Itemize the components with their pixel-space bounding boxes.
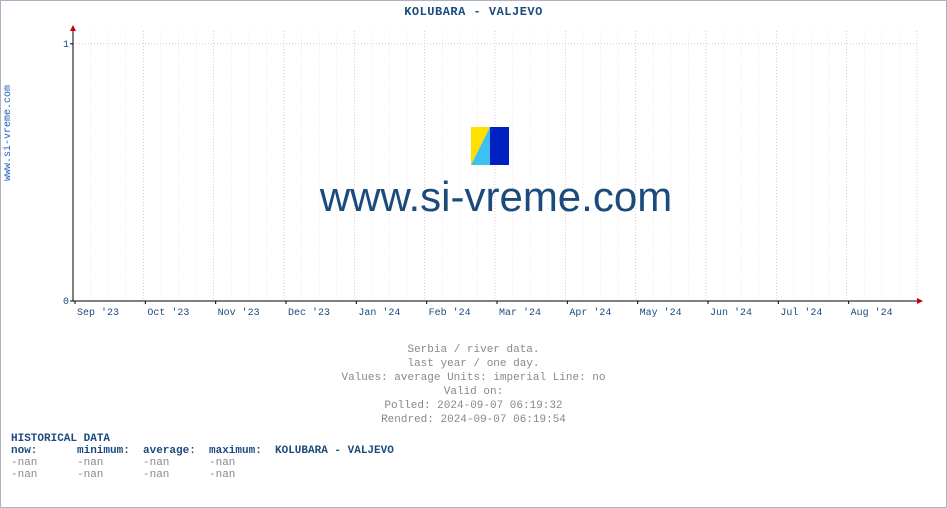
- historical-table: now: minimum: average: maximum: KOLUBARA…: [11, 445, 402, 481]
- svg-text:Jan '24: Jan '24: [358, 307, 400, 319]
- cell: -nan: [209, 469, 275, 481]
- table-row: -nan -nan -nan -nan: [11, 469, 402, 481]
- svg-text:Mar '24: Mar '24: [499, 307, 541, 319]
- cell: -nan: [209, 457, 275, 469]
- historical-heading: HISTORICAL DATA: [11, 433, 402, 445]
- cell: [275, 457, 402, 469]
- cell: -nan: [11, 457, 77, 469]
- caption-line: Valid on:: [1, 385, 946, 399]
- cell: -nan: [143, 469, 209, 481]
- cell: -nan: [77, 457, 143, 469]
- caption-line: Serbia / river data.: [1, 343, 946, 357]
- svg-text:Jul '24: Jul '24: [780, 307, 822, 319]
- cell: -nan: [77, 469, 143, 481]
- chart-area: 0 1 Sep '23 Oct '23 Nov '23 Dec '23 Jan '24 Feb…: [61, 25, 931, 325]
- svg-text:0: 0: [63, 297, 69, 308]
- col-station: KOLUBARA - VALJEVO: [275, 445, 402, 457]
- svg-text:1: 1: [63, 40, 69, 51]
- col-maximum: maximum:: [209, 445, 275, 457]
- chart-svg: 0 1 Sep '23 Oct '23 Nov '23 Dec '23 Jan '24 Feb…: [61, 25, 931, 325]
- caption-line: Polled: 2024-09-07 06:19:32: [1, 399, 946, 413]
- table-header-row: now: minimum: average: maximum: KOLUBARA…: [11, 445, 402, 457]
- caption-block: Serbia / river data. last year / one day…: [1, 343, 946, 427]
- svg-text:Feb '24: Feb '24: [429, 307, 471, 319]
- svg-text:Jun '24: Jun '24: [710, 307, 752, 319]
- svg-text:May '24: May '24: [640, 307, 682, 319]
- col-minimum: minimum:: [77, 445, 143, 457]
- cell: -nan: [11, 469, 77, 481]
- col-now: now:: [11, 445, 77, 457]
- table-row: -nan -nan -nan -nan: [11, 457, 402, 469]
- svg-text:Apr '24: Apr '24: [569, 307, 611, 319]
- chart-title: KOLUBARA - VALJEVO: [1, 5, 946, 19]
- caption-line: Values: average Units: imperial Line: no: [1, 371, 946, 385]
- svg-text:Dec '23: Dec '23: [288, 307, 330, 319]
- caption-line: Rendred: 2024-09-07 06:19:54: [1, 413, 946, 427]
- svg-text:Nov '23: Nov '23: [218, 307, 260, 319]
- caption-line: last year / one day.: [1, 357, 946, 371]
- cell: -nan: [143, 457, 209, 469]
- side-label: www.si-vreme.com: [3, 85, 14, 181]
- col-average: average:: [143, 445, 209, 457]
- svg-text:Aug '24: Aug '24: [851, 307, 893, 319]
- historical-data-block: HISTORICAL DATA now: minimum: average: m…: [11, 433, 402, 481]
- cell: [275, 469, 402, 481]
- svg-text:Sep '23: Sep '23: [77, 307, 119, 319]
- svg-text:Oct '23: Oct '23: [147, 307, 189, 319]
